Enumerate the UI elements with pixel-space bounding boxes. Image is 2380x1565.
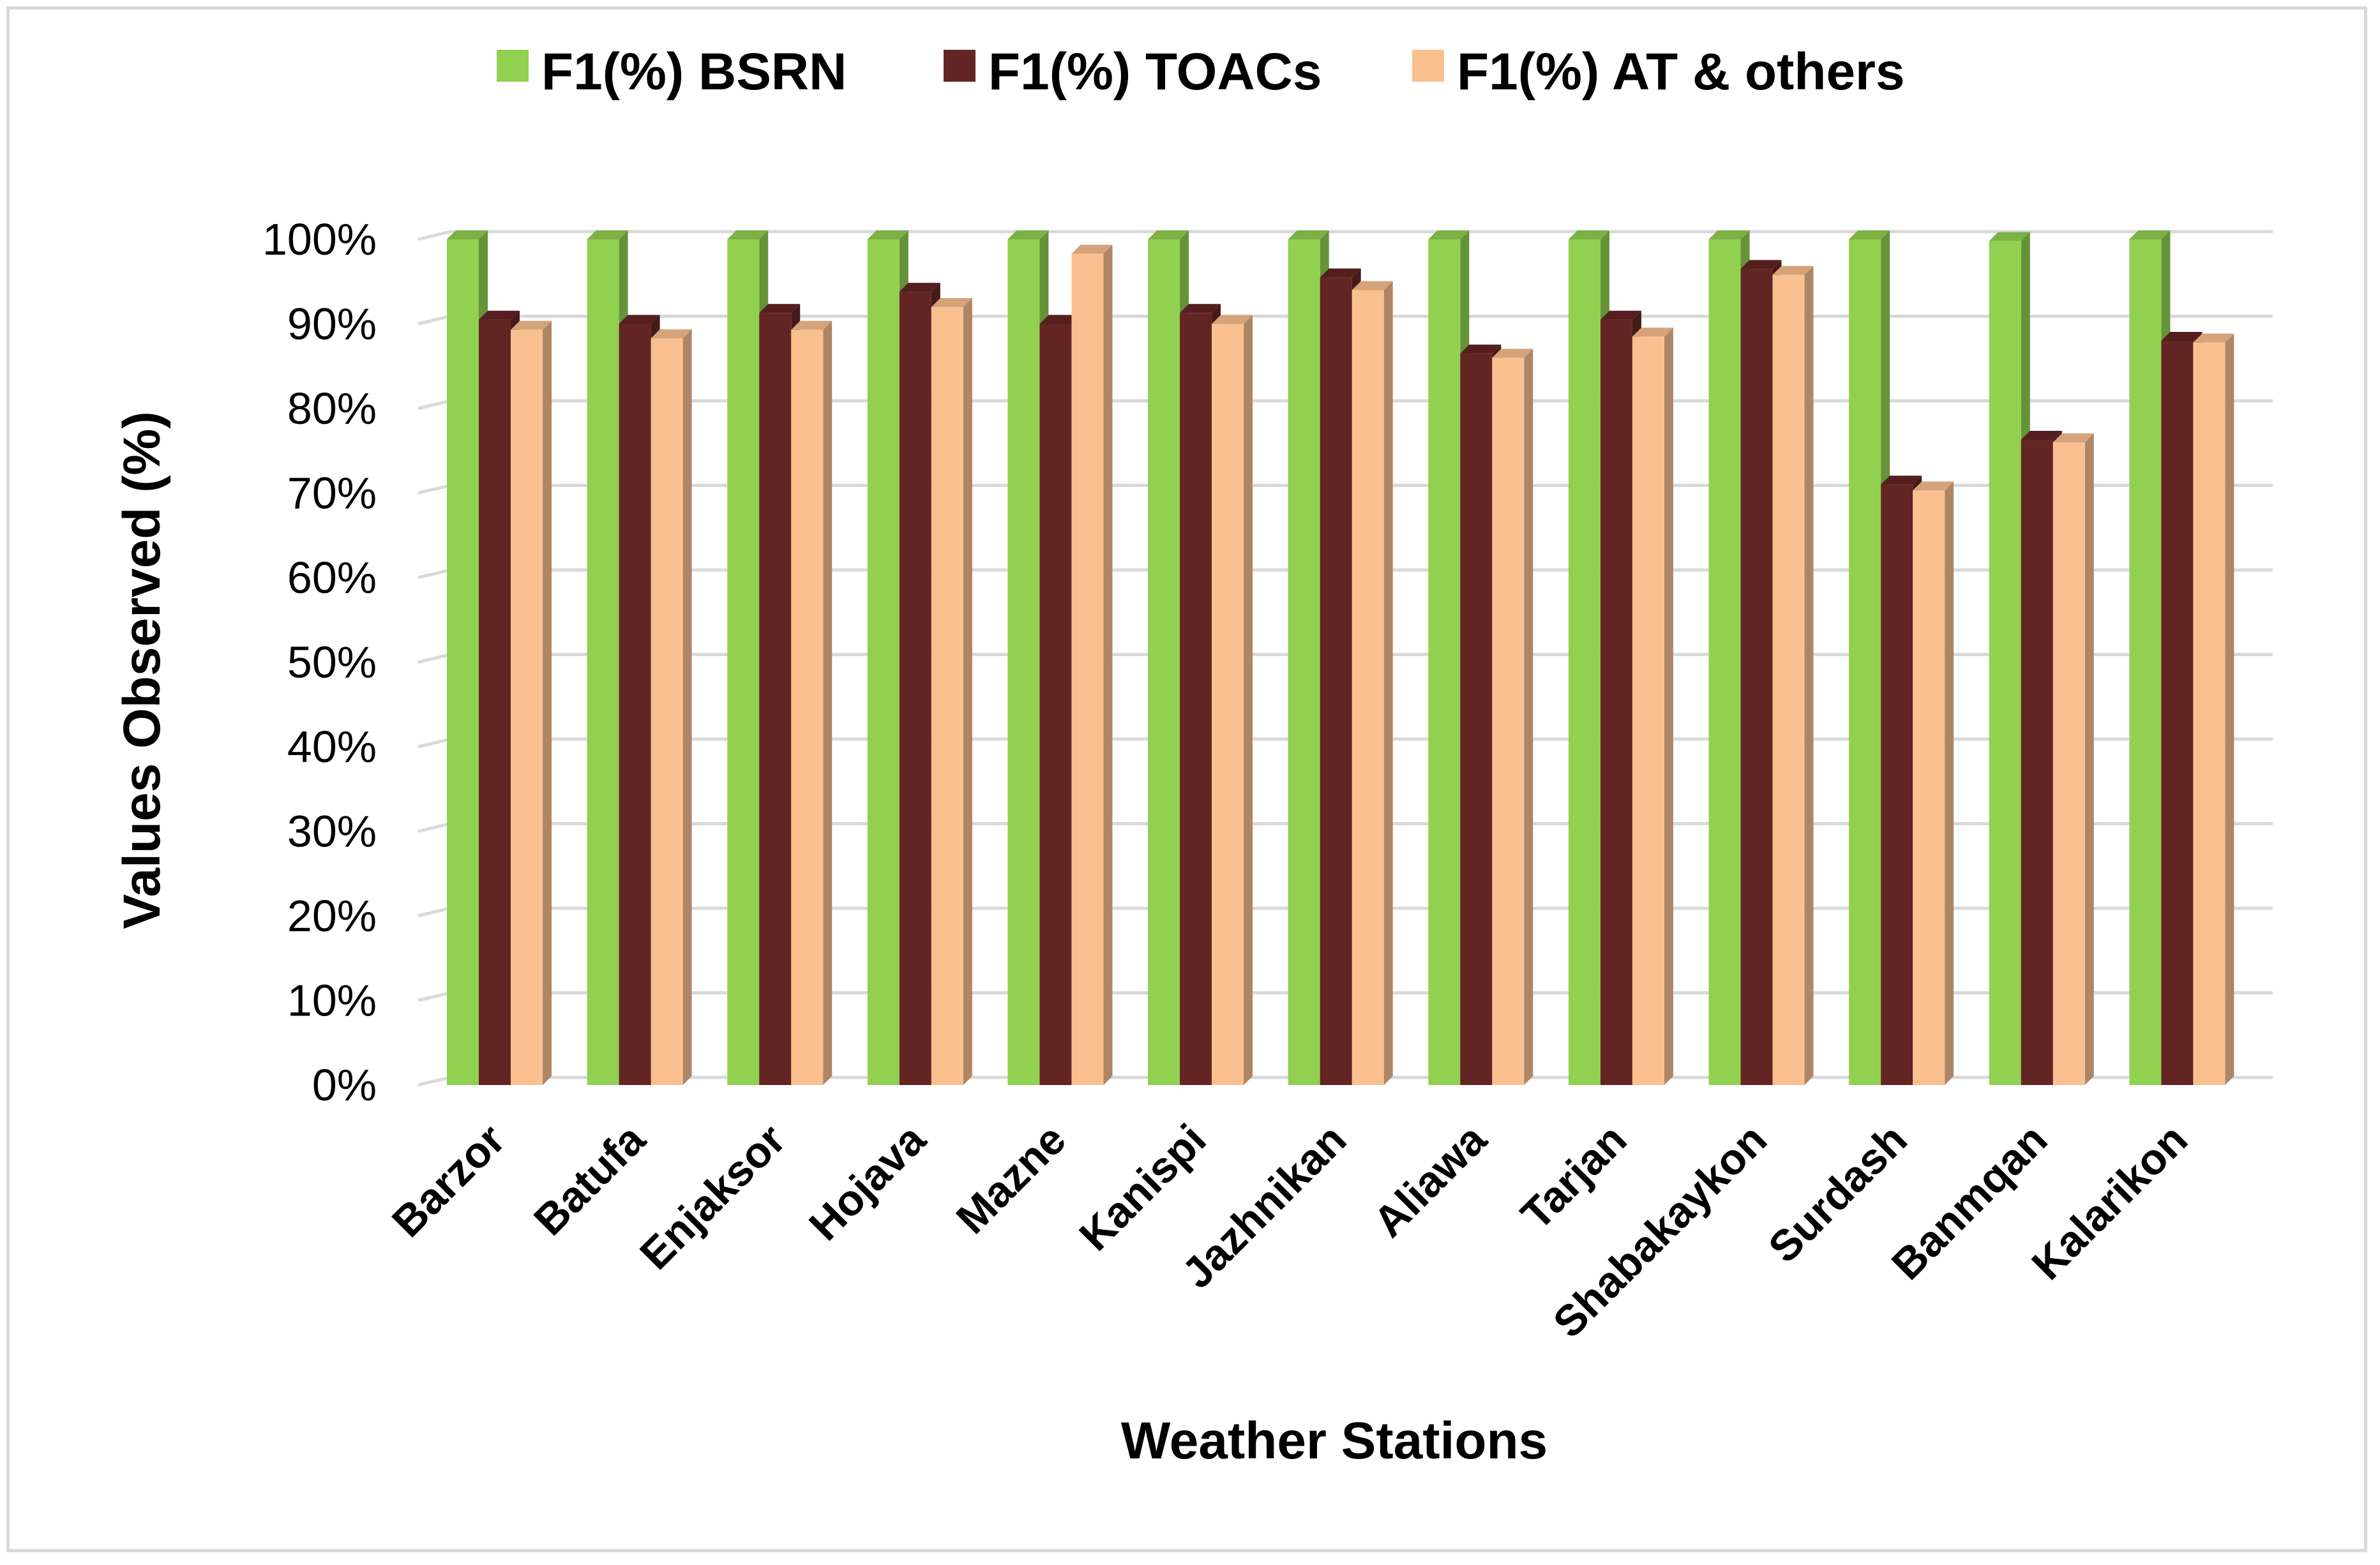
bar — [931, 298, 972, 1085]
bar — [1492, 348, 1533, 1085]
x-category-label: Tarjan — [1512, 1115, 1636, 1239]
legend-label: F1(%) AT & others — [1457, 43, 1905, 101]
y-axis-ticks: 0% 10% 20% 30% 40% 50% 60% 70% 80% 90% 100% — [262, 214, 377, 1110]
legend-item: F1(%) BSRN — [497, 43, 847, 101]
legend-swatch — [1412, 50, 1444, 82]
x-category-label: Hojava — [800, 1114, 935, 1250]
y-tick-label: 100% — [262, 214, 377, 264]
x-category-label: Aliawa — [1364, 1114, 1496, 1247]
y-tick-label: 0% — [312, 1060, 377, 1110]
bar — [2193, 333, 2234, 1085]
bar — [1071, 244, 1113, 1085]
y-tick-label: 20% — [287, 891, 377, 941]
x-axis-title: Weather Stations — [1121, 1412, 1548, 1470]
y-tick-label: 70% — [287, 468, 377, 518]
x-category-label: Kalarikon — [2022, 1115, 2197, 1289]
legend-item: F1(%) TOACs — [944, 43, 1322, 101]
bar — [1632, 327, 1673, 1085]
legend: F1(%) BSRN F1(%) TOACs F1(%) AT & others — [497, 43, 1905, 101]
y-tick-label: 80% — [287, 384, 377, 433]
y-axis-title: Values Observed (%) — [113, 411, 171, 929]
bar — [1352, 281, 1393, 1085]
legend-swatch — [944, 50, 975, 82]
y-tick-label: 10% — [287, 976, 377, 1026]
y-tick-label: 90% — [287, 299, 377, 349]
gridline — [418, 230, 2273, 241]
legend-item: F1(%) AT & others — [1412, 43, 1905, 101]
y-tick-label: 30% — [287, 807, 377, 857]
y-tick-label: 60% — [287, 553, 377, 603]
x-category-label: Batufa — [525, 1114, 655, 1245]
bar — [1212, 315, 1253, 1085]
x-category-label: Kanispi — [1070, 1115, 1215, 1260]
x-category-label: Mazne — [947, 1115, 1075, 1243]
bars — [447, 230, 2234, 1085]
y-tick-label: 50% — [287, 638, 377, 687]
bar — [1772, 266, 1814, 1085]
bar — [651, 329, 692, 1085]
bar — [511, 320, 552, 1085]
x-category-label: Enjaksor — [631, 1115, 795, 1279]
bar — [1913, 481, 1954, 1085]
legend-swatch — [497, 50, 529, 82]
legend-label: F1(%) BSRN — [541, 43, 847, 101]
y-tick-label: 40% — [287, 722, 377, 772]
bar — [2052, 433, 2094, 1085]
legend-label: F1(%) TOACs — [988, 43, 1322, 101]
x-category-label: Barzor — [383, 1115, 515, 1247]
bar — [791, 320, 832, 1085]
